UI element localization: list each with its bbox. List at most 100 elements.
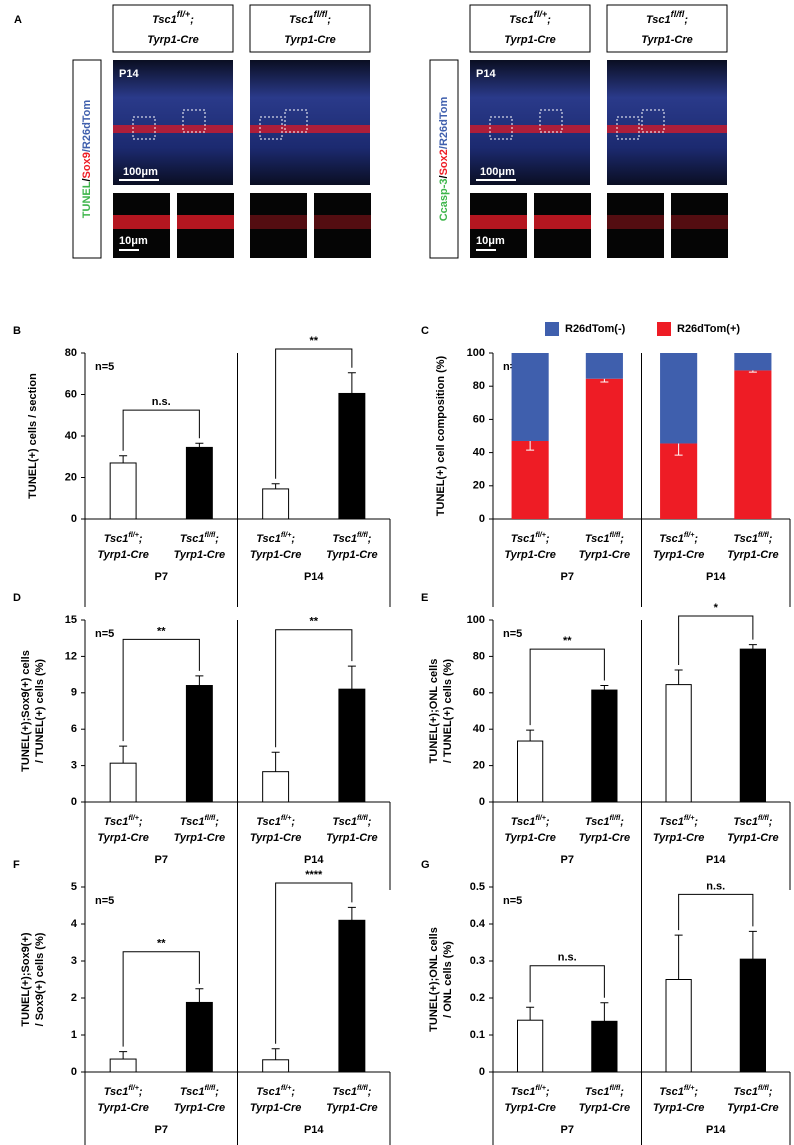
error-bar — [119, 1051, 128, 1060]
genotype-line1: Tsc1fl/fl; — [180, 814, 219, 828]
genotype-line1: Tsc1fl/+; — [511, 814, 550, 828]
allele: fl/fl — [610, 531, 622, 539]
separator: ; — [684, 14, 688, 26]
y-tick-label: 80 — [473, 650, 485, 662]
gene: Tsc1 — [585, 533, 610, 545]
genotype-line1: Tsc1fl/+; — [104, 1084, 143, 1098]
stain-label: Ccasp-3/Sox2/R26dTom — [438, 97, 450, 222]
inset-box — [132, 116, 156, 140]
genotype-line2: Tyrp1-Cre — [504, 34, 556, 46]
error-bar — [195, 675, 204, 686]
genotype-line1: Tsc1fl/+; — [256, 814, 295, 828]
genotype-line1: Tsc1fl/fl; — [733, 1084, 772, 1098]
y-tick-label: 0.3 — [470, 955, 485, 967]
bar — [185, 446, 213, 520]
separator: ; — [215, 816, 219, 828]
stain-part: TUNEL — [81, 181, 93, 218]
inset-band — [113, 215, 170, 229]
bar — [262, 1059, 290, 1073]
allele: fl/fl — [758, 531, 770, 539]
y-axis-label: / TUNEL(+) cells (%) — [442, 659, 454, 764]
genotype-line2: Tyrp1-Cre — [326, 549, 378, 561]
group-label: P7 — [155, 854, 168, 866]
error-bar — [119, 745, 128, 764]
y-axis-label: TUNEL(+);ONL cells — [428, 659, 440, 764]
bar — [338, 688, 366, 803]
inset-box — [182, 109, 206, 133]
header-box — [606, 4, 728, 53]
bar — [739, 648, 766, 803]
inset-band — [314, 215, 371, 229]
bar — [262, 488, 290, 520]
genotype-line2: Tyrp1-Cre — [97, 832, 149, 844]
legend-swatch — [657, 322, 671, 336]
separator: ; — [694, 1086, 698, 1098]
inset-image — [314, 193, 371, 258]
inset-band — [671, 215, 728, 229]
legend-label: R26dTom(+) — [677, 323, 740, 335]
gene: Tsc1 — [289, 14, 314, 26]
allele: fl/+ — [684, 531, 695, 539]
gene: Tsc1 — [646, 14, 671, 26]
inset-box — [284, 109, 308, 133]
y-tick-label: 0 — [479, 796, 485, 808]
allele: fl/fl — [758, 814, 770, 822]
gene: Tsc1 — [659, 1086, 684, 1098]
genotype-line1: Tsc1fl/fl; — [585, 1084, 624, 1098]
genotype-line1: Tsc1fl/fl; — [646, 10, 688, 26]
y-tick-label: 0 — [479, 513, 485, 525]
stain-part: Ccasp-3 — [438, 178, 450, 221]
allele: fl/+ — [535, 814, 546, 822]
error-bar — [748, 930, 757, 960]
significance-label: n.s. — [706, 880, 725, 892]
separator: ; — [190, 14, 194, 26]
micrograph — [607, 60, 727, 185]
error-bar — [526, 729, 535, 742]
y-tick-label: 5 — [71, 881, 77, 893]
stain-part: Sox2 — [438, 149, 450, 175]
stain-part: / — [81, 178, 93, 181]
scale-label: 10μm — [476, 235, 505, 247]
separator: ; — [139, 816, 143, 828]
y-tick-label: 9 — [71, 687, 77, 699]
y-tick-label: 60 — [473, 413, 485, 425]
scale-label: 10μm — [119, 235, 148, 247]
gene: Tsc1 — [659, 533, 684, 545]
group-label: P7 — [561, 1124, 574, 1136]
stain-box — [429, 59, 459, 259]
y-axis-label: / ONL cells (%) — [442, 941, 454, 1018]
y-tick-label: 40 — [473, 447, 485, 459]
error-bar — [271, 1048, 280, 1060]
y-tick-label: 20 — [65, 471, 77, 483]
genotype-line1: Tsc1fl/+; — [256, 531, 295, 545]
separator: ; — [694, 533, 698, 545]
y-tick-label: 100 — [467, 347, 485, 359]
y-tick-label: 0 — [71, 513, 77, 525]
gene: Tsc1 — [256, 1086, 281, 1098]
separator: ; — [291, 816, 295, 828]
header-box — [112, 4, 234, 53]
genotype-line2: Tyrp1-Cre — [147, 34, 199, 46]
gene: Tsc1 — [332, 1086, 357, 1098]
inset-box — [259, 116, 283, 140]
genotype-line1: Tsc1fl/fl; — [289, 10, 331, 26]
gene: Tsc1 — [104, 816, 129, 828]
separator: ; — [546, 533, 550, 545]
allele: fl/fl — [357, 531, 369, 539]
inset-band — [534, 215, 591, 229]
allele: fl/+ — [128, 531, 139, 539]
stain-part: /R26dTom — [438, 97, 450, 150]
y-tick-label: 15 — [65, 614, 77, 626]
age-label: P14 — [119, 68, 139, 80]
genotype-line1: Tsc1fl/fl; — [332, 814, 371, 828]
y-tick-label: 3 — [71, 955, 77, 967]
error-bar — [600, 1002, 609, 1022]
separator: ; — [620, 533, 624, 545]
allele: fl/fl — [205, 814, 217, 822]
y-tick-label: 20 — [473, 480, 485, 492]
separator: ; — [368, 1086, 372, 1098]
group-label: P7 — [155, 1124, 168, 1136]
bar-segment — [660, 443, 698, 519]
allele: fl/+ — [684, 1084, 695, 1092]
separator: ; — [368, 816, 372, 828]
